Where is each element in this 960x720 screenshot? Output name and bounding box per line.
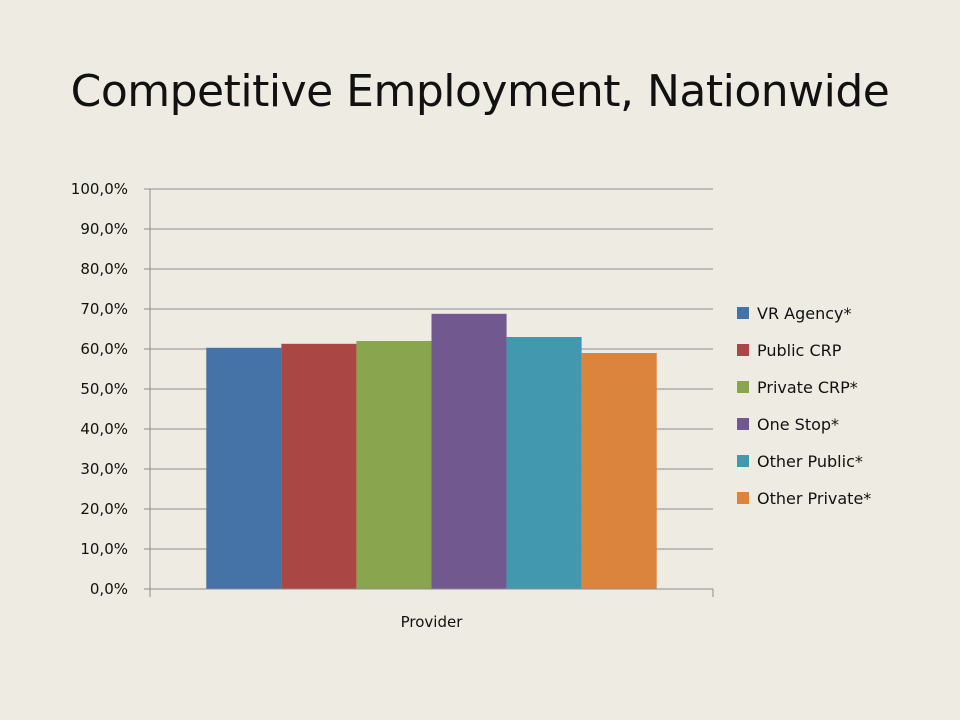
y-tick-label: 100,0% <box>71 180 128 198</box>
chart-axes <box>144 188 714 597</box>
bar-series <box>206 313 657 589</box>
bar-public-crp <box>281 343 357 589</box>
legend-label: Public CRP <box>757 341 842 360</box>
bar-vr-agency <box>206 347 282 589</box>
y-tick-label: 40,0% <box>80 420 128 438</box>
legend-swatch <box>737 492 749 504</box>
y-tick-label: 10,0% <box>80 540 128 558</box>
legend-label: Other Private* <box>757 489 871 508</box>
bar-one-stop <box>431 313 507 589</box>
x-tick-label: Provider <box>401 613 464 631</box>
legend-label: Private CRP* <box>757 378 858 397</box>
legend-swatch <box>737 307 749 319</box>
bar-other-public <box>506 337 582 589</box>
legend-label: Other Public* <box>757 452 863 471</box>
y-tick-label: 20,0% <box>80 500 128 518</box>
legend-swatch <box>737 455 749 467</box>
legend-label: VR Agency* <box>757 304 852 323</box>
legend-swatch <box>737 344 749 356</box>
bar-private-crp <box>356 341 432 589</box>
y-tick-label: 80,0% <box>80 260 128 278</box>
legend-swatch <box>737 418 749 430</box>
y-tick-label: 30,0% <box>80 460 128 478</box>
y-tick-label: 70,0% <box>80 300 128 318</box>
legend-label: One Stop* <box>757 415 839 434</box>
y-tick-label: 0,0% <box>90 580 128 598</box>
page-title: Competitive Employment, Nationwide <box>70 66 890 117</box>
y-tick-label: 50,0% <box>80 380 128 398</box>
y-tick-label: 90,0% <box>80 220 128 238</box>
chart-legend: VR Agency* Public CRP Private CRP* One Stop… <box>737 304 871 508</box>
x-axis-ticks: Provider <box>401 613 464 631</box>
legend-swatch <box>737 381 749 393</box>
y-axis-ticks: 0,0% 10,0% 20,0% 30,0% 40,0% 50,0% 60,0% 70,0% 8… <box>71 180 128 598</box>
y-tick-label: 60,0% <box>80 340 128 358</box>
bar-other-private <box>581 353 657 589</box>
